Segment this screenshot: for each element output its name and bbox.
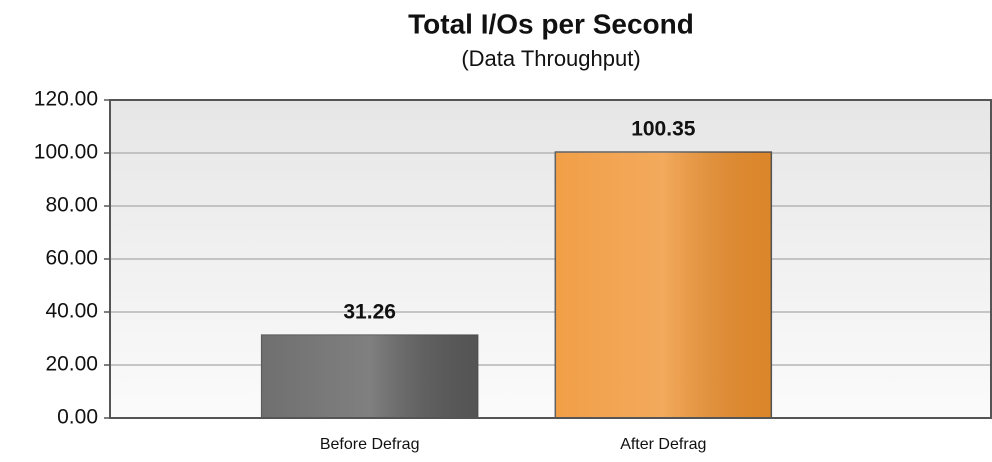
chart-subtitle: (Data Throughput) [461, 46, 640, 71]
data-label: 100.35 [631, 118, 696, 141]
bar-sheen [555, 152, 772, 418]
x-tick-label: After Defrag [620, 436, 706, 453]
y-tick-label: 80.00 [45, 194, 98, 217]
y-tick-label: 40.00 [45, 300, 98, 323]
plot-border [109, 99, 992, 419]
y-tick-label: 20.00 [45, 353, 98, 376]
y-tick-label: 0.00 [57, 406, 98, 429]
y-tick-label: 100.00 [34, 141, 98, 164]
chart-title: Total I/Os per Second [408, 8, 694, 39]
x-tick-label: Before Defrag [320, 436, 420, 453]
bar-sheen [261, 335, 478, 418]
y-tick-label: 60.00 [45, 247, 98, 270]
y-tick-label: 120.00 [34, 88, 98, 111]
data-label: 31.26 [343, 301, 396, 324]
